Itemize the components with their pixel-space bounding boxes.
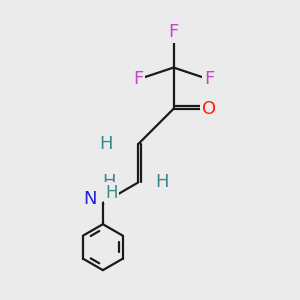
- Text: F: F: [204, 70, 214, 88]
- Text: H: H: [155, 173, 169, 191]
- Text: N: N: [83, 190, 96, 208]
- Text: H: H: [102, 173, 116, 191]
- Text: F: F: [133, 70, 143, 88]
- Text: O: O: [202, 100, 216, 118]
- Text: F: F: [168, 23, 179, 41]
- Text: H: H: [99, 135, 112, 153]
- Text: H: H: [106, 184, 118, 202]
